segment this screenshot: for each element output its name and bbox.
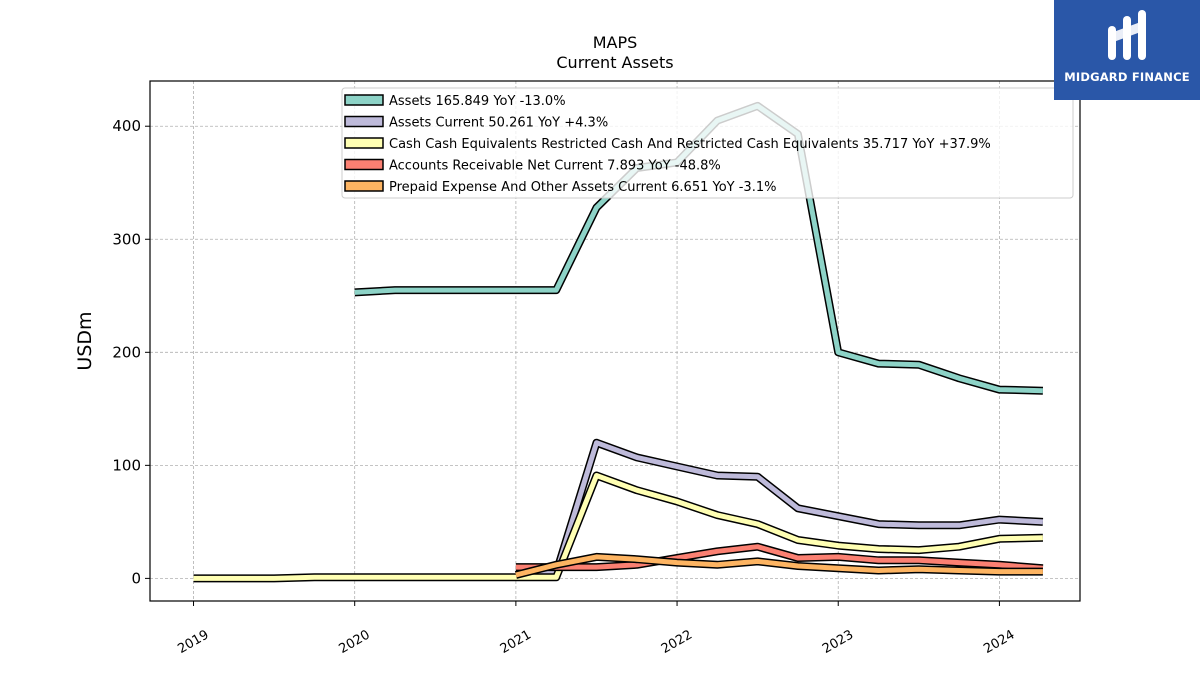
y-tick-label: 300 — [112, 230, 141, 248]
x-tick-label: 2023 — [820, 627, 856, 657]
y-tick-label: 200 — [112, 343, 141, 361]
midgard-logo-icon — [1108, 10, 1146, 60]
series-line — [515, 554, 1043, 578]
y-tick-label: 100 — [112, 456, 141, 474]
y-tick-label: 0 — [131, 569, 141, 587]
x-tick-label: 2019 — [175, 627, 211, 657]
legend-entry-label: Assets Current 50.261 YoY +4.3% — [389, 116, 608, 131]
legend-swatch — [344, 180, 384, 192]
series-line — [515, 440, 1044, 576]
legend-entry-label: Cash Cash Equivalents Restricted Cash An… — [389, 137, 991, 152]
legend-swatch — [344, 158, 384, 171]
legend-swatch — [344, 115, 384, 128]
x-tick-label: 2020 — [337, 627, 373, 657]
legend-swatch — [344, 137, 384, 149]
chart-subtitle: Current Assets — [556, 53, 673, 72]
legend-entry-label: Prepaid Expense And Other Assets Current… — [389, 180, 776, 195]
series-layer — [193, 101, 1044, 583]
logo-text: MIDGARD FINANCE — [1064, 70, 1190, 84]
chart-title: MAPS — [593, 33, 638, 52]
legend: Assets 165.849 YoY -13.0% Assets Current … — [341, 87, 1074, 199]
legend-entry-label: Accounts Receivable Net Current 7.893 Yo… — [389, 159, 721, 174]
legend-swatch — [344, 94, 384, 106]
x-tick-label: 2022 — [659, 627, 695, 657]
y-axis-label: USDm — [74, 311, 96, 370]
x-tick-label: 2024 — [981, 627, 1017, 657]
legend-box — [341, 87, 1074, 199]
legend-entry-label: Assets 165.849 YoY -13.0% — [389, 94, 566, 109]
plot-frame — [149, 80, 1081, 602]
series-line — [193, 473, 1043, 581]
midgard-finance-logo: MIDGARD FINANCE — [1054, 0, 1200, 100]
y-tick-label: 400 — [112, 117, 141, 135]
x-tick-label: 2021 — [498, 627, 534, 657]
series-line — [515, 544, 1044, 571]
